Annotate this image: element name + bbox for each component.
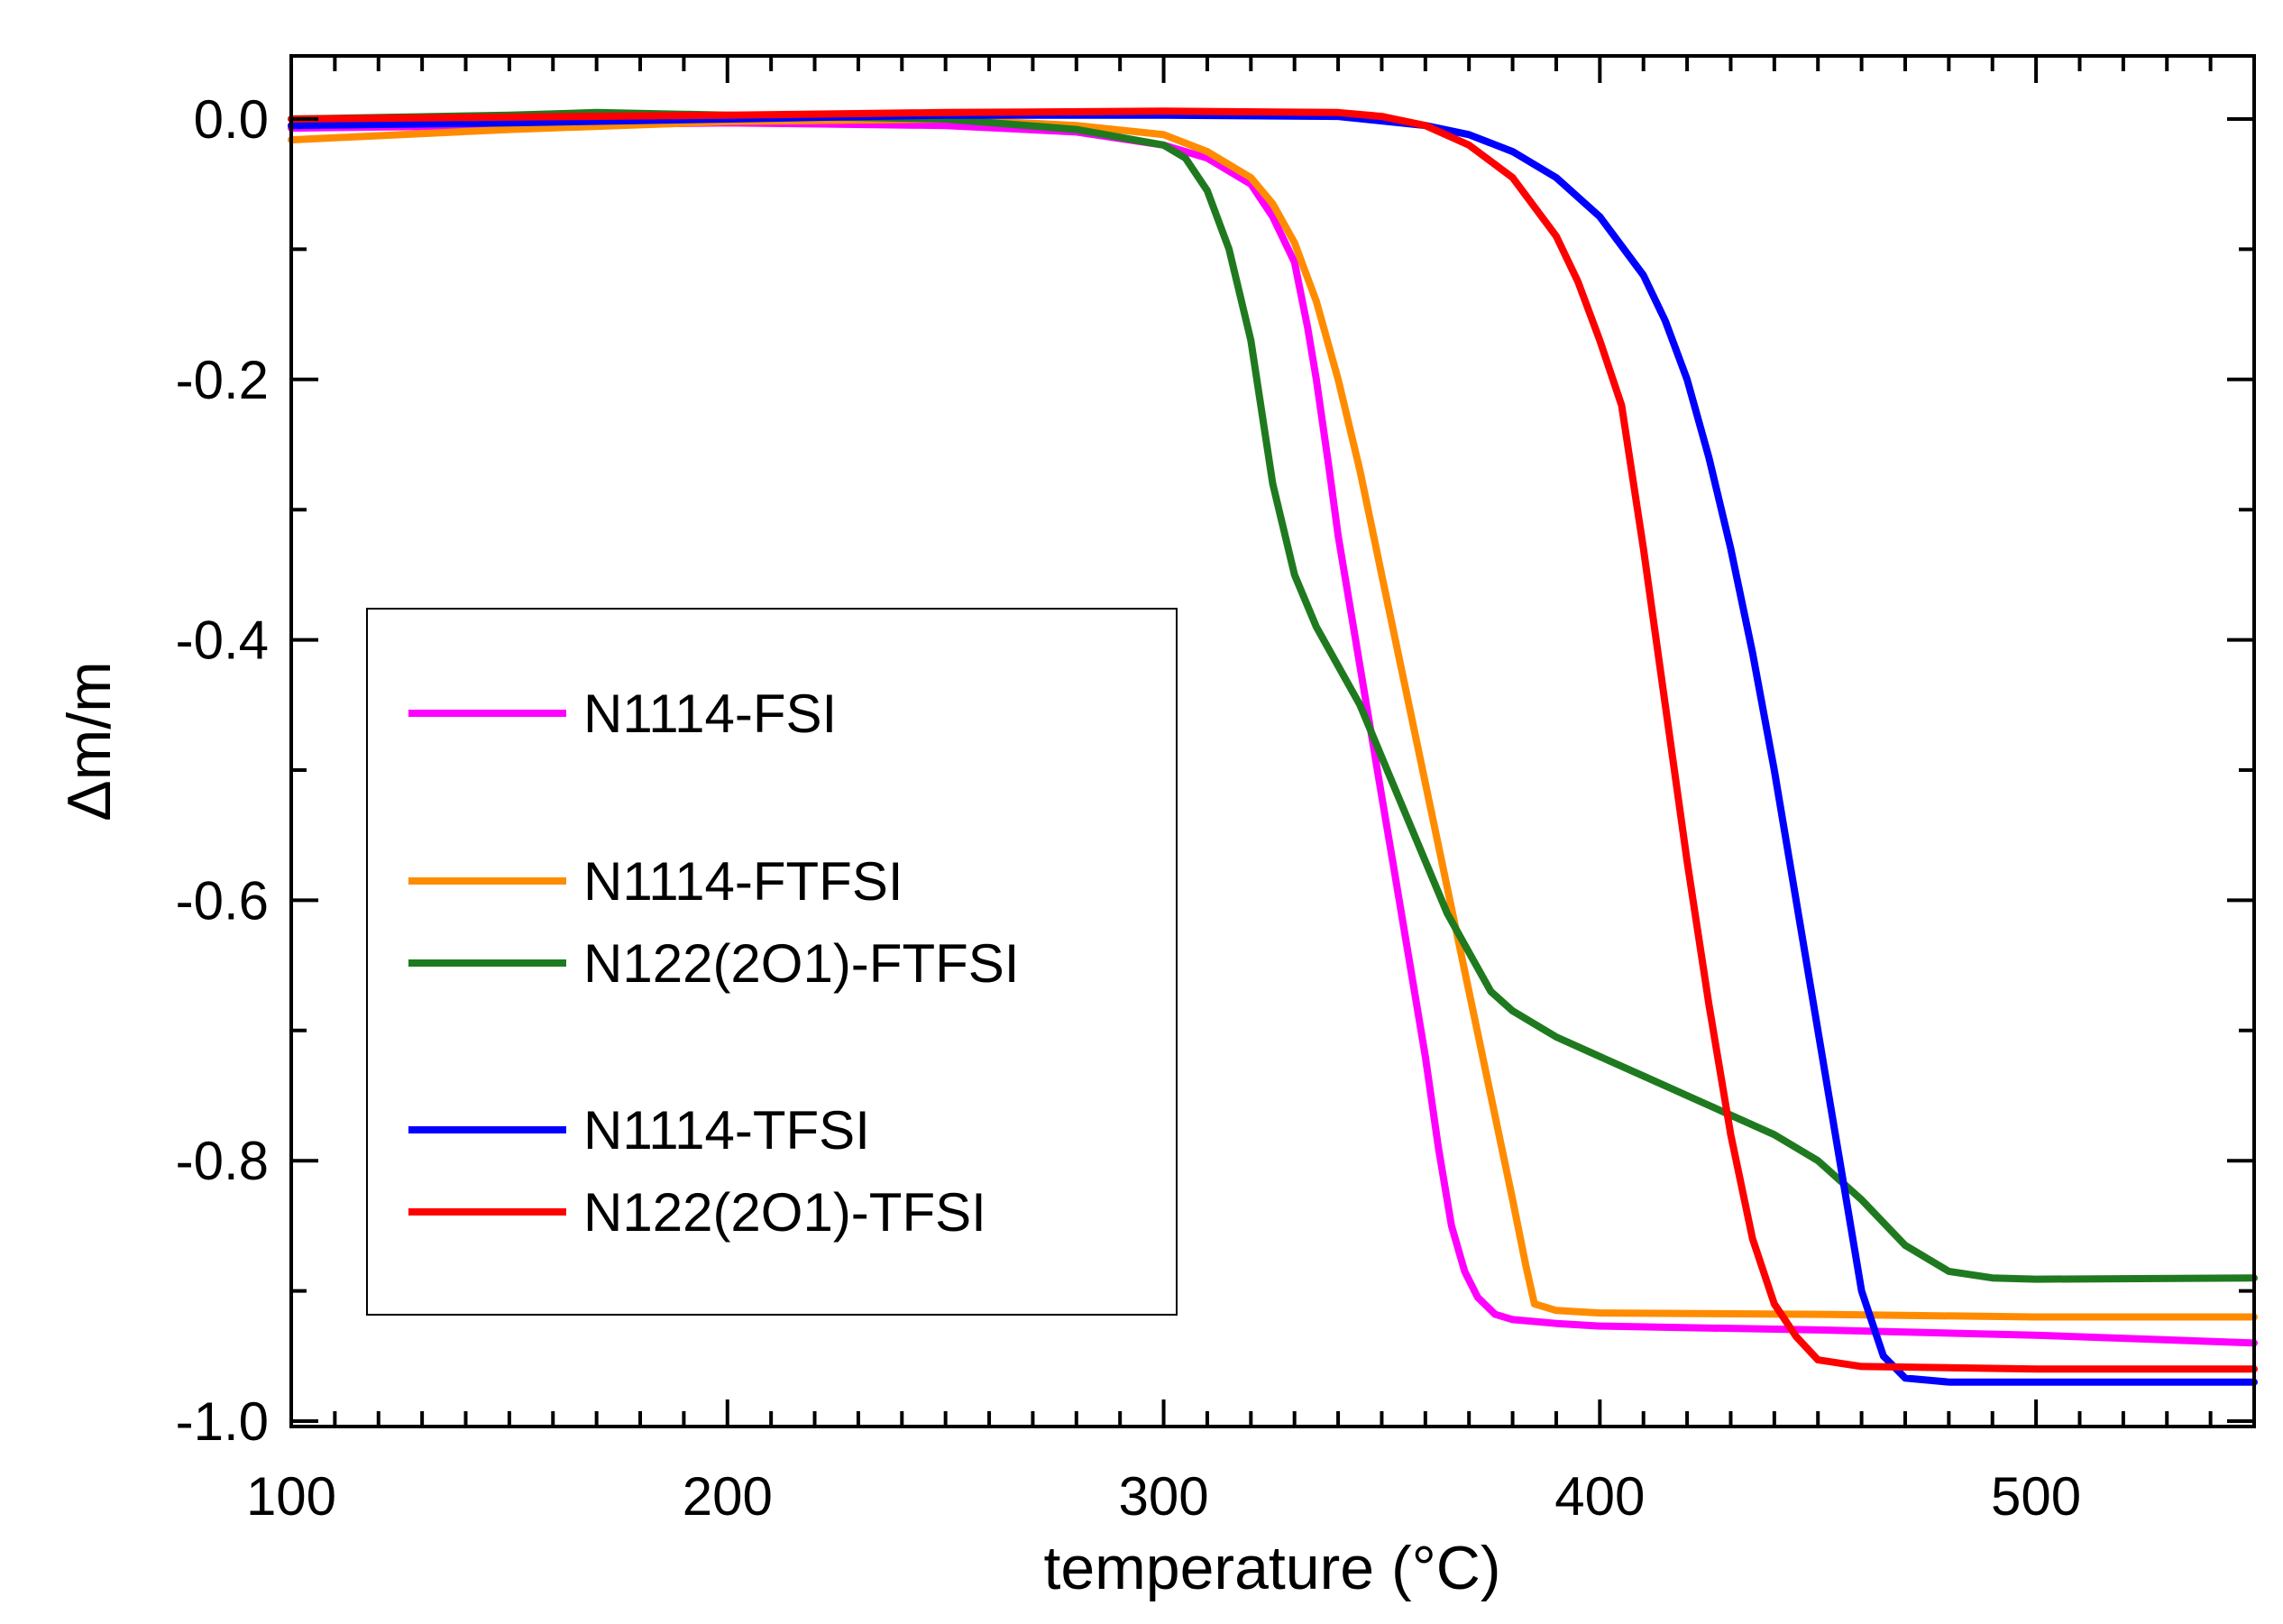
series-line-n122-2o1-ftfsi [288,108,2258,1283]
x-tick-label-400: 400 [1554,1466,1645,1527]
legend-label-n1114-ftfsi: N1114-FTFSI [583,851,903,912]
legend: N1114-FSI N1114-FTFSI N122(2O1)-FTFSI N1… [366,608,1178,1316]
x-tick-label-200: 200 [683,1466,773,1527]
y-tick-label-0-2: -0.2 [176,350,269,410]
y-tick-labels: 0.0 -0.2 -0.4 -0.6 -0.8 -1.0 [176,89,269,1452]
series-line-n1114-ftfsi [288,115,2258,1321]
y-tick-label-0-0: 0.0 [194,89,269,150]
x-tick-label-100: 100 [246,1466,336,1527]
x-tick-labels: 100 200 300 400 500 [246,1466,2081,1527]
y-axis-title: Δm/m [55,661,124,821]
y-tick-label-1-0: -1.0 [176,1391,269,1452]
series-line-n1114-tfsi [288,111,2258,1386]
plot-frame [289,54,2256,1428]
series-line-n122-2o1-tfsi [288,107,2258,1373]
x-tick-label-500: 500 [1991,1466,2081,1527]
y-tick-label-0-4: -0.4 [176,610,269,671]
series-group [288,107,2258,1386]
x-axis-title: temperature (°C) [1043,1534,1500,1602]
y-tick-label-0-8: -0.8 [176,1131,269,1191]
legend-label-n1114-tfsi: N1114-TFSI [583,1100,870,1161]
legend-label-n122-2o1-ftfsi: N122(2O1)-FTFSI [583,933,1019,994]
y-tick-label-0-6: -0.6 [176,870,269,931]
legend-label-n1114-fsi: N1114-FSI [583,684,837,744]
x-tick-label-300: 300 [1119,1466,1209,1527]
legend-label-n122-2o1-tfsi: N122(2O1)-TFSI [583,1182,986,1243]
